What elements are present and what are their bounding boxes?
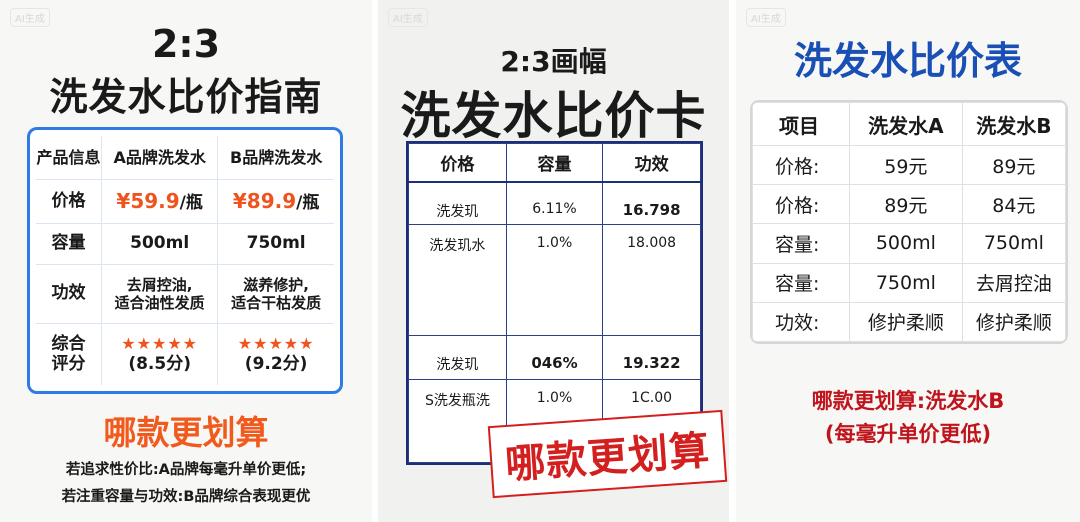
table-row: 洗发玑 046% 19.322 bbox=[408, 335, 701, 380]
table-header: 价格 容量 功效 bbox=[408, 143, 701, 183]
stars-icon: ★★★★★ bbox=[121, 334, 199, 354]
price-value: ¥89.9 bbox=[232, 188, 297, 213]
header-cell: B品牌洗发水 bbox=[217, 136, 334, 180]
cell: 500ml bbox=[849, 223, 963, 264]
header-cell: 功效 bbox=[602, 143, 701, 183]
ratio-title: 2:3 bbox=[151, 22, 221, 66]
row-label: 功效 bbox=[36, 263, 103, 324]
score: (8.5分) bbox=[128, 353, 191, 374]
table-row: 洗发玑水 1.0% 18.008 bbox=[408, 224, 701, 336]
cell: 洗发玑水 bbox=[408, 224, 507, 336]
table-header: 项目 洗发水A 洗发水B bbox=[752, 102, 1066, 146]
cell: 59元 bbox=[849, 144, 963, 186]
question-heading: 哪款更划算 bbox=[103, 413, 269, 452]
card-table: AI生成 洗发水比价表 项目 洗发水A 洗发水B 价格: 59元 89元 价格: 89… bbox=[736, 0, 1080, 522]
comparison-table: 产品信息 A品牌洗发水 B品牌洗发水 价格 ¥59.9/瓶 ¥89.9/瓶 容量… bbox=[27, 127, 343, 394]
card-title: 洗发水比价表 bbox=[793, 39, 1022, 83]
cell: 6.11% bbox=[505, 181, 604, 225]
price-value: ¥59.9 bbox=[116, 188, 180, 213]
table-row: 容量: 500ml 750ml bbox=[752, 223, 1066, 264]
cell: 洗发玑 bbox=[408, 335, 507, 380]
cell: 1.0% bbox=[505, 224, 604, 336]
row-label: 综合 评分 bbox=[36, 322, 103, 385]
cell: S洗发瓶洗 bbox=[408, 379, 507, 463]
cell: 18.008 bbox=[602, 224, 701, 336]
cell-line: 适合油性发质 bbox=[114, 293, 205, 312]
cell: 去屑控油, 适合油性发质 bbox=[101, 263, 219, 324]
comparison-table: 项目 洗发水A 洗发水B 价格: 59元 89元 价格: 89元 84元 容量: 500m… bbox=[750, 100, 1068, 344]
card-title: 洗发水比价卡 bbox=[400, 87, 707, 145]
table-row: 价格: 89元 84元 bbox=[752, 184, 1066, 225]
table-row: 容量 500ml 750ml bbox=[36, 222, 334, 265]
cell: 功效: bbox=[752, 301, 851, 342]
stars-icon: ★★★★★ bbox=[237, 334, 315, 354]
card-compare: AI生成 2:3画幅 洗发水比价卡 价格 容量 功效 洗发玑 6.11% 16.… bbox=[378, 0, 729, 522]
header-cell: A品牌洗发水 bbox=[101, 136, 219, 180]
label-line: 综合 bbox=[51, 333, 86, 354]
score: (9.2分) bbox=[244, 353, 308, 374]
result-line: 哪款更划算:洗发水B bbox=[811, 389, 1005, 413]
header-cell: 价格 bbox=[408, 143, 507, 183]
note-line: 若追求性价比:A品牌每毫升单价更低; bbox=[65, 462, 307, 478]
cell-line: 去屑控油, bbox=[126, 275, 193, 294]
header-cell: 产品信息 bbox=[36, 136, 103, 180]
cell: 价格: bbox=[752, 144, 851, 186]
table-row: 容量: 750ml 去屑控油 bbox=[752, 262, 1066, 303]
cell: 滋养修护, 适合干枯发质 bbox=[217, 263, 334, 324]
row-label: 价格 bbox=[36, 178, 103, 224]
cell: 84元 bbox=[961, 184, 1066, 225]
price-a: ¥59.9/瓶 bbox=[101, 178, 219, 224]
header-cell: 洗发水B bbox=[961, 102, 1066, 146]
result-line: (每毫升单价更低) bbox=[824, 422, 992, 446]
cell: 89元 bbox=[849, 184, 963, 225]
cell-line: 适合干枯发质 bbox=[231, 293, 322, 312]
cell: 修护柔顺 bbox=[849, 301, 963, 342]
card-guide: AI生成 2:3 洗发水比价指南 产品信息 A品牌洗发水 B品牌洗发水 价格 ¥… bbox=[0, 0, 372, 522]
sticker-label: 哪款更划算 bbox=[487, 409, 728, 499]
price-unit: /瓶 bbox=[296, 192, 320, 213]
cell: 750ml bbox=[961, 223, 1066, 264]
header-cell: 洗发水A bbox=[849, 102, 963, 146]
cell: 容量: bbox=[752, 223, 851, 264]
cell: 修护柔顺 bbox=[961, 301, 1066, 342]
cell: 046% bbox=[505, 335, 604, 380]
cell-line: 滋养修护, bbox=[243, 275, 309, 294]
comparison-table: 价格 容量 功效 洗发玑 6.11% 16.798 洗发玑水 1.0% 18.0… bbox=[406, 141, 703, 465]
cell: 89元 bbox=[961, 144, 1066, 186]
card-title: 洗发水比价指南 bbox=[49, 75, 323, 119]
cell: 500ml bbox=[101, 222, 219, 265]
table-row: 功效: 修护柔顺 修护柔顺 bbox=[752, 301, 1066, 342]
cell: 19.322 bbox=[602, 335, 701, 380]
cell: 洗发玑 bbox=[408, 181, 507, 225]
label-line: 评分 bbox=[51, 354, 86, 375]
header-cell: 容量 bbox=[505, 143, 604, 183]
table-row: 价格 ¥59.9/瓶 ¥89.9/瓶 bbox=[36, 178, 334, 224]
table-row: 洗发玑 6.11% 16.798 bbox=[408, 181, 701, 225]
cell: 容量: bbox=[752, 262, 851, 303]
price-unit: /瓶 bbox=[179, 192, 203, 213]
table-row: 功效 去屑控油, 适合油性发质 滋养修护, 适合干枯发质 bbox=[36, 263, 334, 324]
watermark: AI生成 bbox=[746, 8, 786, 27]
table-row: 综合 评分 ★★★★★ (8.5分) ★★★★★ (9.2分) bbox=[36, 322, 334, 385]
note-line: 若注重容量与功效:B品牌综合表现更优 bbox=[61, 489, 311, 505]
watermark: AI生成 bbox=[10, 8, 50, 27]
price-b: ¥89.9/瓶 bbox=[217, 178, 334, 224]
cell: 750ml bbox=[849, 262, 963, 303]
table-header: 产品信息 A品牌洗发水 B品牌洗发水 bbox=[36, 136, 334, 180]
table-row: 价格: 59元 89元 bbox=[752, 144, 1066, 186]
ratio-title: 2:3画幅 bbox=[500, 45, 607, 78]
row-label: 容量 bbox=[36, 222, 103, 265]
rating-b: ★★★★★ (9.2分) bbox=[217, 322, 334, 385]
cell: 价格: bbox=[752, 184, 851, 225]
cell: 750ml bbox=[217, 222, 334, 265]
cell: 去屑控油 bbox=[961, 262, 1066, 303]
header-cell: 项目 bbox=[752, 102, 851, 146]
cell: 16.798 bbox=[602, 181, 701, 225]
watermark: AI生成 bbox=[388, 8, 428, 27]
rating-a: ★★★★★ (8.5分) bbox=[101, 322, 219, 385]
